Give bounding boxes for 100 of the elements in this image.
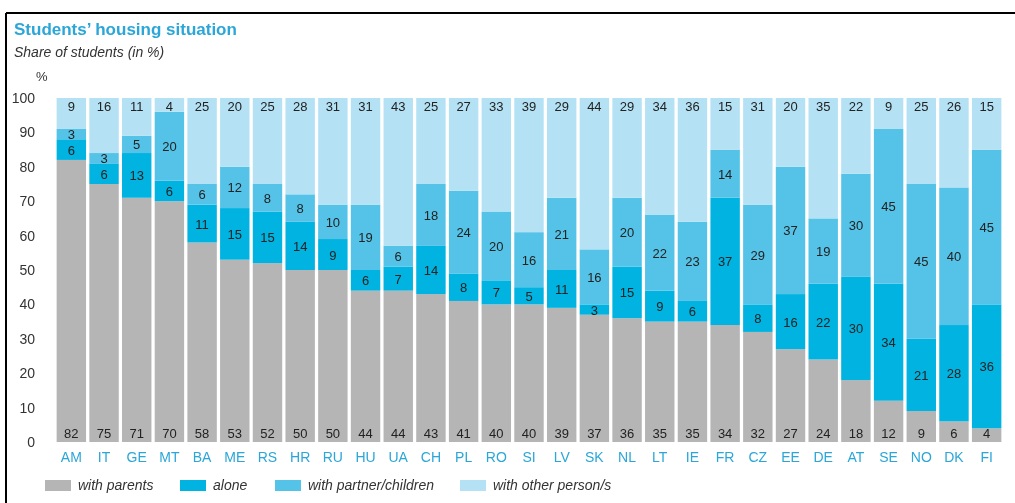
data-label: 20 bbox=[619, 225, 635, 241]
data-label: 9 bbox=[656, 299, 664, 315]
bar bbox=[285, 98, 315, 195]
data-label: 21 bbox=[914, 367, 929, 383]
data-label: 36 bbox=[979, 359, 994, 375]
x-tick-label: RS bbox=[257, 449, 278, 465]
bar bbox=[612, 98, 642, 198]
bar bbox=[677, 221, 708, 301]
data-label: 22 bbox=[848, 99, 864, 114]
data-label: 16 bbox=[783, 314, 798, 330]
bar bbox=[775, 98, 806, 167]
y-tick-label: 100 bbox=[11, 90, 36, 106]
data-label: 27 bbox=[783, 426, 798, 441]
data-label: 3 bbox=[100, 151, 108, 167]
data-label: 18 bbox=[848, 426, 864, 441]
data-label: 5 bbox=[133, 137, 141, 153]
bar bbox=[775, 166, 806, 295]
data-label: 39 bbox=[521, 99, 537, 114]
x-tick-label: MT bbox=[159, 449, 180, 465]
bar bbox=[56, 139, 87, 160]
bar bbox=[743, 204, 773, 305]
bar bbox=[350, 204, 381, 270]
y-tick-label: 70 bbox=[19, 193, 36, 210]
data-label: 15 bbox=[717, 99, 733, 114]
data-label: 29 bbox=[750, 247, 766, 263]
data-label: 25 bbox=[194, 99, 210, 114]
data-label: 31 bbox=[750, 99, 766, 114]
x-tick-label: DK bbox=[944, 449, 965, 465]
data-label: 12 bbox=[227, 180, 243, 196]
data-label: 7 bbox=[394, 271, 402, 287]
x-tick-label: AM bbox=[60, 449, 82, 465]
x-tick-label: ME bbox=[224, 449, 246, 465]
bar bbox=[350, 270, 381, 291]
bar bbox=[971, 428, 1002, 442]
data-label: 37 bbox=[587, 426, 602, 441]
bar bbox=[841, 380, 871, 442]
bar bbox=[906, 411, 936, 442]
bar bbox=[154, 111, 185, 181]
x-tick-label: FR bbox=[715, 449, 735, 465]
data-label: 58 bbox=[194, 426, 210, 441]
data-label: 26 bbox=[946, 99, 962, 114]
bar bbox=[285, 221, 315, 270]
x-tick-label: HR bbox=[290, 449, 311, 465]
data-label: 8 bbox=[263, 190, 272, 206]
bar bbox=[546, 98, 577, 198]
data-label: 13 bbox=[129, 168, 144, 184]
bar bbox=[220, 259, 250, 442]
bar bbox=[841, 276, 871, 381]
bar bbox=[906, 98, 936, 184]
data-label: 37 bbox=[717, 254, 733, 270]
data-label: 6 bbox=[100, 166, 108, 182]
bar bbox=[775, 349, 806, 442]
bar bbox=[546, 270, 577, 308]
data-label: 35 bbox=[815, 99, 831, 114]
bar bbox=[808, 218, 838, 284]
bar bbox=[808, 98, 838, 219]
x-tick-label: HU bbox=[355, 449, 376, 465]
bar bbox=[710, 149, 740, 198]
bar bbox=[56, 159, 87, 442]
bar bbox=[645, 290, 675, 322]
bar bbox=[546, 307, 577, 442]
bar bbox=[350, 290, 381, 442]
bar bbox=[350, 98, 381, 205]
y-tick-label: 40 bbox=[19, 296, 36, 313]
data-label: 25 bbox=[423, 99, 439, 114]
data-label: 30 bbox=[848, 321, 864, 337]
bar bbox=[873, 128, 904, 284]
bar bbox=[187, 242, 217, 442]
data-label: 9 bbox=[917, 426, 925, 441]
data-label: 36 bbox=[685, 99, 700, 114]
data-label: 40 bbox=[521, 426, 537, 441]
data-label: 9 bbox=[329, 247, 337, 263]
data-label: 45 bbox=[914, 254, 929, 270]
bar bbox=[906, 338, 936, 412]
data-label: 28 bbox=[946, 366, 962, 382]
bar bbox=[808, 359, 838, 442]
data-label: 6 bbox=[950, 426, 958, 441]
data-label: 50 bbox=[325, 426, 341, 441]
bar bbox=[579, 314, 610, 442]
bar bbox=[89, 184, 119, 442]
data-label: 31 bbox=[358, 99, 373, 114]
bar bbox=[416, 184, 446, 246]
x-tick-label: DE bbox=[813, 449, 833, 465]
bar bbox=[154, 201, 185, 442]
x-tick-label: IT bbox=[97, 449, 111, 465]
x-tick-label: LT bbox=[652, 449, 668, 465]
data-label: 30 bbox=[848, 218, 864, 234]
data-label: 22 bbox=[815, 314, 831, 330]
data-label: 6 bbox=[361, 273, 370, 289]
bar bbox=[220, 98, 250, 167]
data-label: 14 bbox=[292, 238, 308, 254]
chart-subtitle: Share of students (in %) bbox=[14, 44, 165, 60]
data-label: 15 bbox=[619, 285, 635, 301]
bar bbox=[220, 208, 250, 260]
bar bbox=[416, 98, 446, 184]
bar bbox=[873, 98, 904, 129]
data-label: 14 bbox=[423, 263, 439, 278]
data-label: 28 bbox=[292, 99, 308, 114]
bar bbox=[56, 98, 87, 129]
bar bbox=[743, 331, 773, 442]
